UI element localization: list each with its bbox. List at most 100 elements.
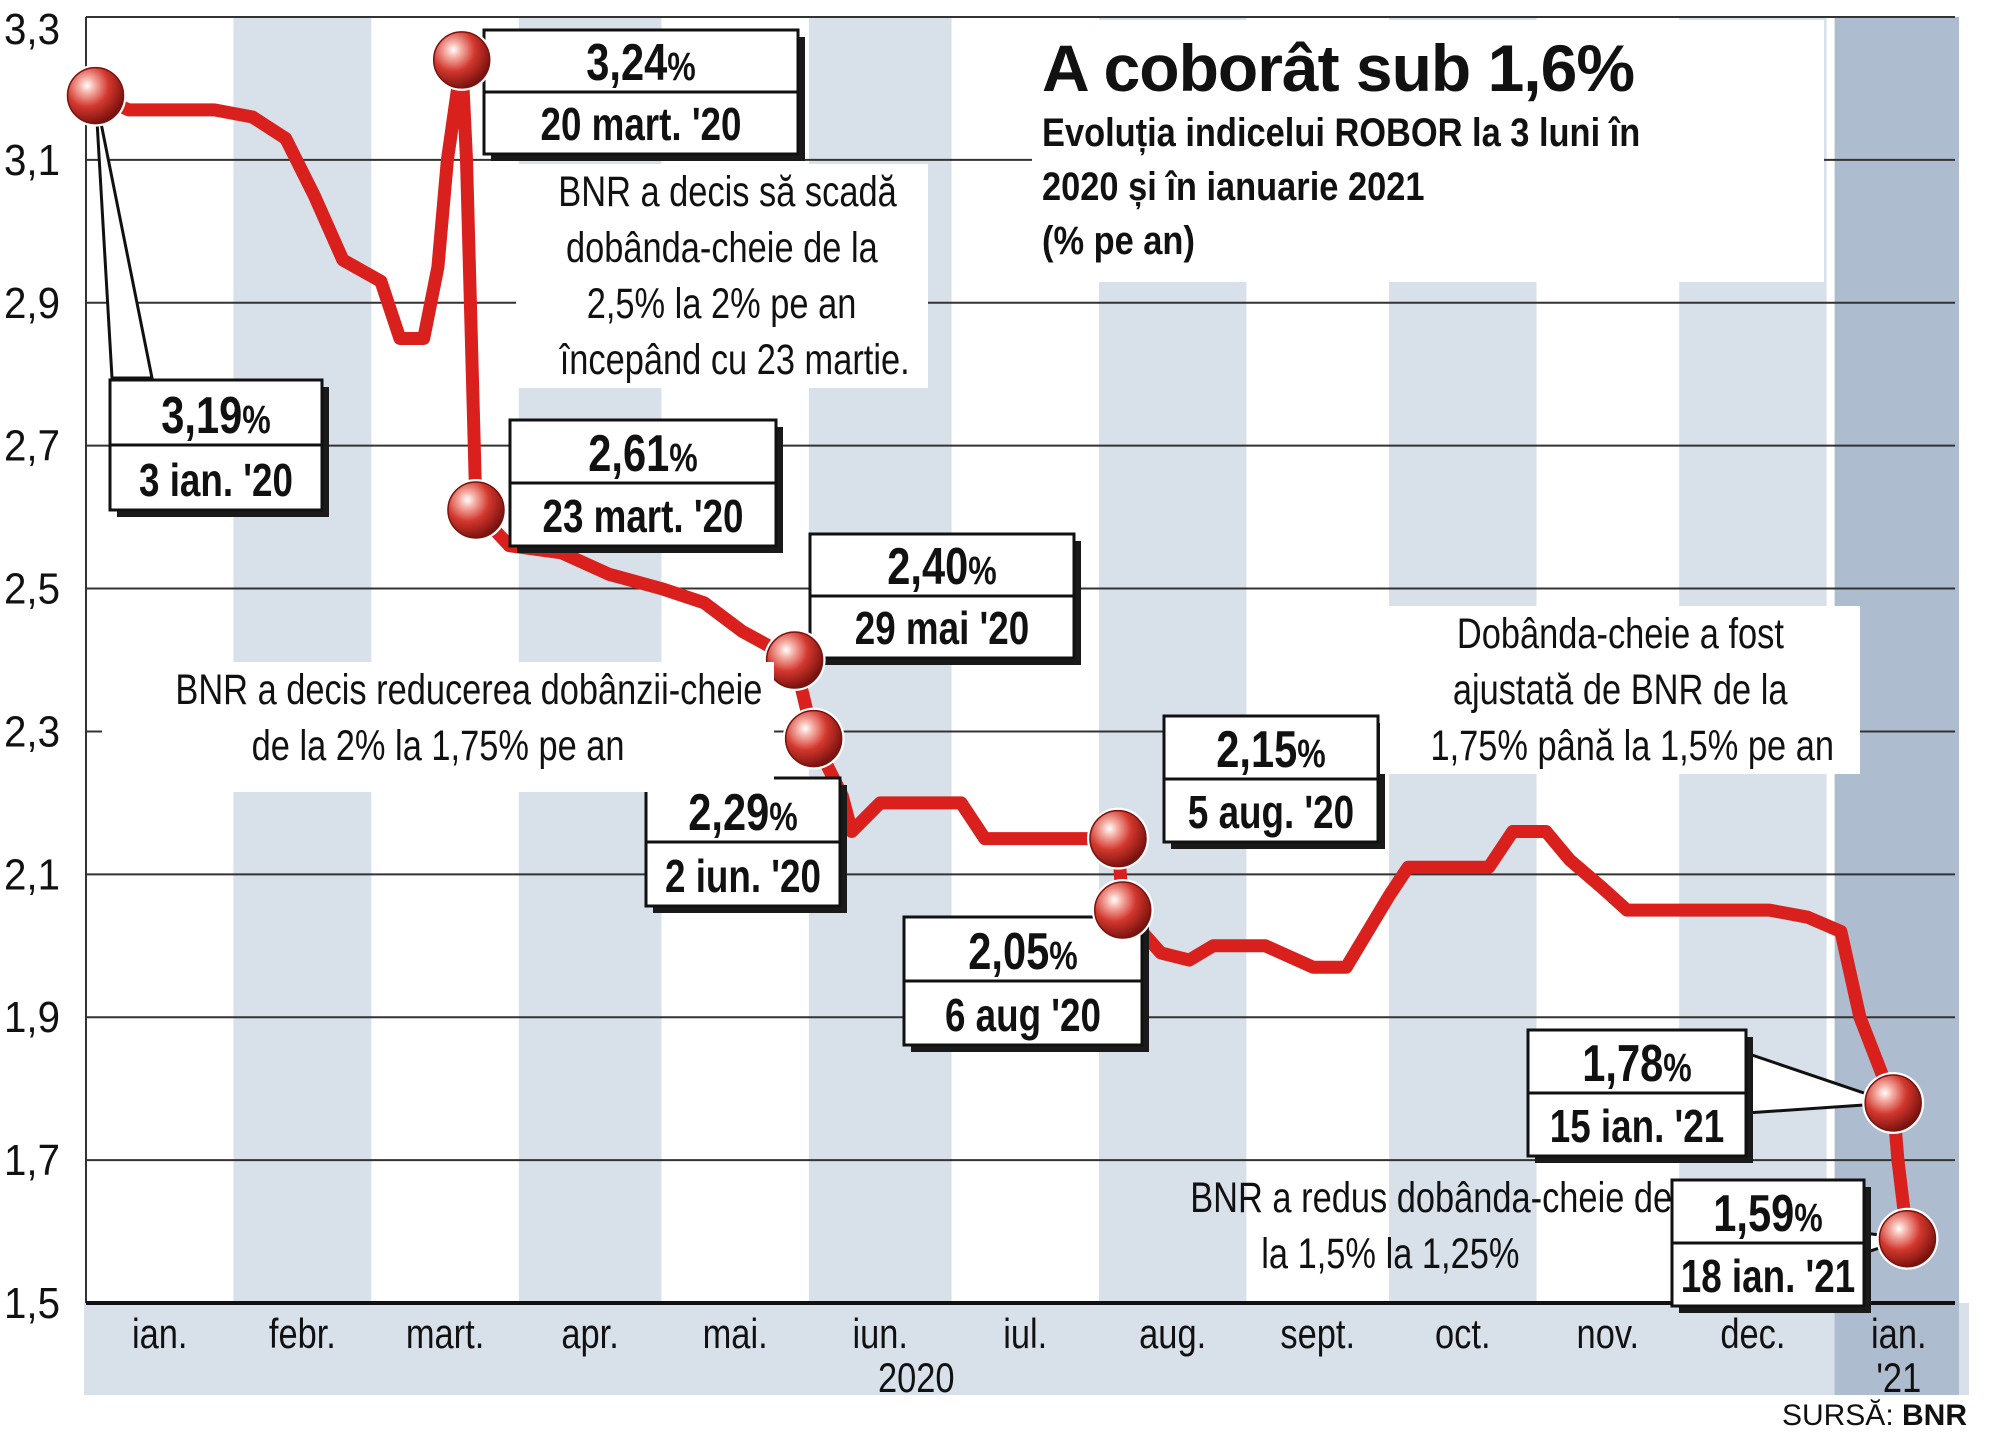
x-tick-label: nov. — [1577, 1311, 1640, 1358]
data-point-marker — [784, 709, 843, 768]
x-tick-label: ian. — [1871, 1311, 1927, 1358]
callout-box: 3,19% 3 ian. '20 — [108, 378, 329, 517]
note-january: BNR a redus dobânda-cheie de la 1,5% la … — [1130, 1170, 1672, 1282]
callout-date: 3 ian. '20 — [139, 454, 293, 506]
data-point-marker — [765, 631, 824, 689]
note-march-line-2: dobânda-cheie de la — [566, 224, 878, 272]
subtitle-line-3: (% pe an) — [1042, 219, 1195, 263]
y-tick-label: 3,3 — [4, 5, 60, 54]
callout-value-percent: % — [769, 794, 797, 839]
callout-box: 2,61% 23 mart. '20 — [508, 418, 783, 553]
callout-value-number: 2,40 — [887, 537, 968, 596]
x-tick-label: sept. — [1280, 1311, 1355, 1358]
callout-box: 2,15% 5 aug. '20 — [1162, 714, 1385, 849]
series-path — [89, 53, 1914, 1246]
x-tick-label: mai. — [703, 1311, 768, 1358]
x-tick-label: febr. — [269, 1311, 336, 1358]
month-band — [233, 17, 372, 1303]
y-tick-label: 1,9 — [4, 993, 60, 1042]
callout-date: 6 aug '20 — [945, 989, 1101, 1041]
note-march-line-1: BNR a decis să scadă — [558, 168, 897, 216]
callout-date: 23 mart. '20 — [543, 490, 744, 542]
title-block: A coborât sub 1,6% Evoluția indicelui RO… — [1032, 20, 1824, 282]
note-may-line-1: BNR a decis reducerea dobânzii-cheie — [175, 666, 763, 714]
callout-value-percent: % — [1297, 731, 1325, 776]
callout-date: 5 aug. '20 — [1188, 786, 1354, 838]
callout-value-percent: % — [968, 548, 996, 593]
note-march-line-3: 2,5% la 2% pe an — [587, 280, 857, 328]
callout-date: 2 iun. '20 — [665, 850, 821, 902]
callout-leader — [94, 95, 154, 380]
callout-value-percent: % — [1663, 1045, 1691, 1090]
subtitle-line-1: Evoluția indicelui ROBOR la 3 luni în — [1042, 111, 1641, 155]
y-tick-label: 1,5 — [4, 1279, 60, 1328]
x-tick-label: ian. — [132, 1311, 188, 1358]
y-tick-label: 2,9 — [4, 279, 60, 328]
data-point-marker — [1864, 1074, 1922, 1132]
y-tick-label: 2,5 — [4, 565, 60, 614]
callout-box: 2,40% 29 mai '20 — [808, 532, 1081, 665]
callout-value-percent: % — [669, 435, 697, 480]
data-point-marker — [1089, 809, 1147, 868]
callout-date: 18 ian. '21 — [1681, 1250, 1855, 1302]
note-march-line-4: începând cu 23 martie. — [559, 336, 910, 384]
callout-value: 3,19% — [161, 386, 270, 445]
callout-value-number: 3,24 — [586, 33, 667, 92]
callout-value-percent: % — [1049, 933, 1077, 978]
callout-value-percent: % — [667, 44, 695, 89]
callout-date: 15 ian. '21 — [1550, 1100, 1724, 1152]
x-tick-label: mart. — [406, 1311, 484, 1358]
callout-date: 20 mart. '20 — [541, 98, 742, 150]
y-tick-label: 2,7 — [4, 422, 60, 471]
callout-value: 2,15% — [1216, 720, 1325, 779]
source-value: BNR — [1902, 1399, 1967, 1432]
callout-value: 2,61% — [588, 424, 697, 483]
note-august: Dobânda-cheie a fost ajustată de BNR de … — [1380, 606, 1860, 774]
data-point-marker — [447, 481, 505, 539]
callout-box: 2,05% 6 aug '20 — [902, 915, 1149, 1052]
callout-value-percent: % — [1794, 1195, 1822, 1240]
note-august-line-3: 1,75% până la 1,5% pe an — [1430, 722, 1835, 770]
note-march: BNR a decis să scadă dobânda-cheie de la… — [516, 164, 928, 388]
chart-subtitle: Evoluția indicelui ROBOR la 3 luni în 20… — [1042, 106, 1773, 268]
callout-value-number: 2,29 — [688, 783, 769, 842]
data-point-marker — [1878, 1209, 1937, 1268]
callout-date: 29 mai '20 — [855, 602, 1029, 654]
callout-value-number: 1,78 — [1582, 1034, 1663, 1093]
note-january-line-2: la 1,5% la 1,25% — [1260, 1230, 1520, 1278]
x-axis: ian. febr. mart. apr. mai. iun. iul. aug. sept. o… — [86, 1301, 1955, 1402]
callout-value-percent: % — [242, 397, 270, 442]
x-tick-label: oct. — [1435, 1311, 1490, 1358]
callout-value: 3,24% — [586, 33, 695, 92]
callout-value: 2,29% — [688, 783, 797, 842]
callout-value: 2,05% — [968, 922, 1077, 981]
callout-box: 3,24% 20 mart. '20 — [482, 28, 805, 161]
y-tick-label: 2,3 — [4, 707, 60, 756]
callout-box: 2,29% 2 iun. '20 — [644, 776, 847, 913]
chart-title: A coborât sub 1,6% — [1042, 31, 1635, 105]
y-tick-label: 3,1 — [4, 136, 60, 185]
callouts: 3,19% 3 ian. '20 3,24% 20 mart. '20 2,61% 23 … — [108, 28, 1871, 1313]
x-tick-label: iul. — [1003, 1311, 1047, 1358]
callout-box: 1,59% 18 ian. '21 — [1670, 1178, 1871, 1313]
x-tick-label: iun. — [852, 1311, 908, 1358]
callout-value-number: 3,19 — [161, 386, 242, 445]
callout-value: 1,78% — [1582, 1034, 1691, 1093]
callout-value: 2,40% — [887, 537, 996, 596]
callout-value-number: 2,61 — [588, 424, 669, 483]
note-august-line-2: ajustată de BNR de la — [1452, 666, 1788, 714]
note-january-line-1: BNR a redus dobânda-cheie de — [1190, 1174, 1673, 1222]
callout-box: 1,78% 15 ian. '21 — [1526, 1028, 1753, 1163]
note-august-line-1: Dobânda-cheie a fost — [1456, 610, 1784, 658]
y-tick-label: 2,1 — [4, 850, 60, 899]
callout-value-number: 2,15 — [1216, 720, 1297, 779]
x-tick-label: aug. — [1139, 1311, 1206, 1358]
note-may-line-2: de la 2% la 1,75% pe an — [251, 722, 625, 770]
last-year-label: '21 — [1876, 1355, 1921, 1402]
y-axis-ticks: 3,3 3,1 2,9 2,7 2,5 2,3 2,1 1,9 1,7 1,5 — [4, 5, 60, 1328]
note-may: BNR a decis reducerea dobânzii-cheie de … — [102, 662, 774, 792]
data-point-marker — [432, 31, 491, 89]
callout-value: 1,59% — [1713, 1184, 1822, 1243]
data-point-marker — [66, 66, 125, 125]
callout-value-number: 2,05 — [968, 922, 1049, 981]
